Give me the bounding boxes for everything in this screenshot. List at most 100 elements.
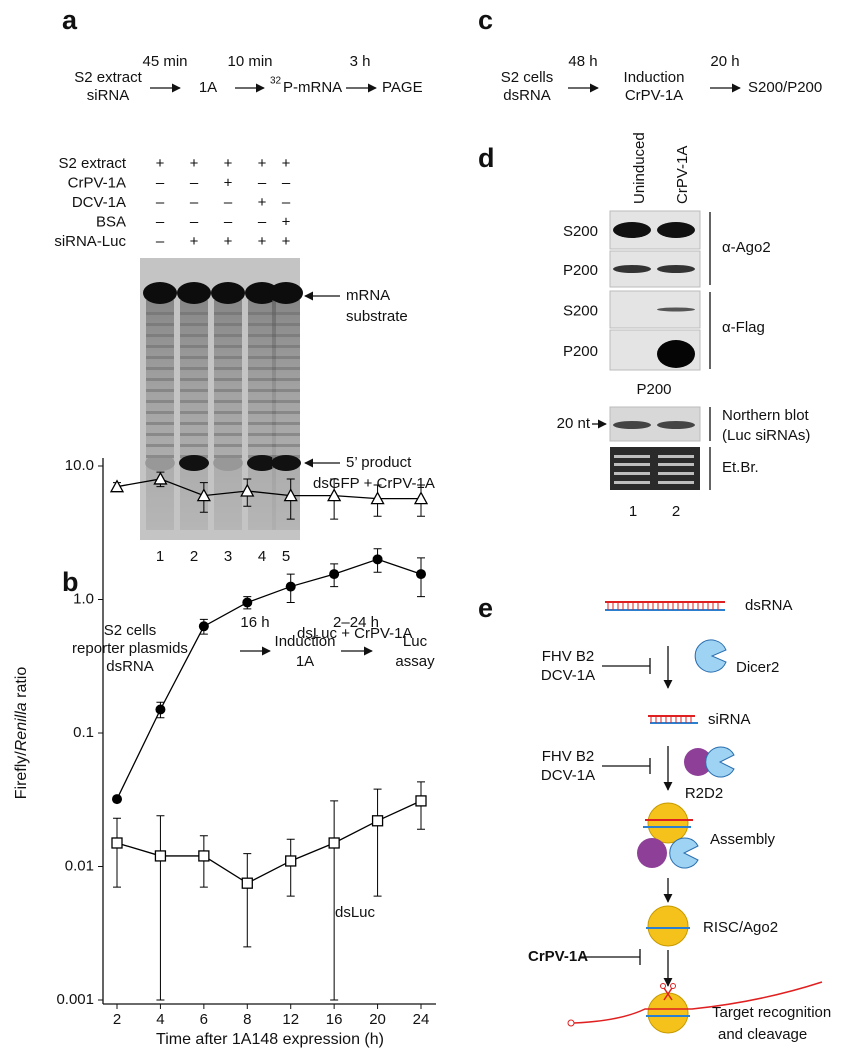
series-line (116, 558, 422, 800)
y-tick-label: 10.0 (65, 457, 94, 474)
lane-band (180, 411, 208, 414)
workflow-time: 2–24 h (333, 614, 379, 631)
lane-band (272, 433, 300, 436)
sign: – (156, 174, 165, 191)
sign: + (258, 155, 267, 172)
y-axis-label-part: Firefly/ (13, 751, 30, 800)
lane-band (214, 345, 242, 348)
lane-number: 3 (224, 548, 232, 565)
assembly-complex (637, 802, 699, 869)
point (241, 877, 253, 889)
point (372, 554, 383, 565)
lane-number: 1 (629, 503, 637, 520)
workflow-time: 20 h (710, 53, 739, 70)
product-band (213, 455, 243, 471)
point (370, 491, 385, 505)
inhibition (580, 949, 641, 965)
stain-band (658, 455, 694, 458)
lane-band (272, 422, 300, 425)
diagram-label: RISC/Ago2 (703, 919, 778, 936)
band-label: substrate (346, 308, 408, 325)
point (285, 855, 297, 867)
fraction-label: S200 (563, 302, 598, 319)
x-tick-label: 4 (156, 1011, 164, 1028)
lane-band (180, 400, 208, 403)
fraction-label: P200 (563, 343, 598, 360)
lane-band (272, 444, 300, 447)
column-label: CrPV-1A (674, 146, 691, 204)
x-tick-label: 20 (369, 1011, 386, 1028)
product-band (145, 455, 175, 471)
sign: – (156, 213, 165, 230)
product-band (271, 455, 301, 471)
row-label: siRNA-Luc (54, 233, 126, 250)
point (154, 850, 167, 862)
lane-band (248, 444, 276, 447)
lane-number: 5 (282, 548, 290, 565)
lane-band (180, 345, 208, 348)
column-label: Uninduced (631, 132, 648, 204)
x-tick-label: 24 (413, 1011, 430, 1028)
lane-band (248, 411, 276, 414)
sign: – (190, 174, 199, 191)
error-bar (156, 815, 165, 1001)
sign: – (224, 194, 233, 211)
point (415, 795, 427, 807)
diagram-label: siRNA (708, 711, 751, 728)
y-axis-label-part: Renilla (13, 702, 30, 751)
lane-band (272, 411, 300, 414)
lane-band (146, 411, 174, 414)
sign: + (156, 155, 165, 172)
workflow-text: assay (395, 653, 435, 670)
lane-band (248, 378, 276, 381)
blot-band (657, 265, 695, 273)
sign: + (282, 155, 291, 172)
blot-band (657, 307, 695, 312)
inhibitor-label: FHV B2 (542, 648, 595, 665)
lane-band (214, 400, 242, 403)
risc (646, 905, 690, 947)
diagram-label: dsRNA (745, 597, 793, 614)
error-bar (243, 853, 252, 948)
lane-band (214, 312, 242, 315)
row-label: DCV-1A (72, 194, 126, 211)
row-label: BSA (96, 213, 126, 230)
inhibitor-label: FHV B2 (542, 748, 595, 765)
lane-smear (272, 300, 300, 530)
blot-band (613, 265, 651, 273)
lane-band (214, 422, 242, 425)
conditions-table: S2 extract + + + + +CrPV-1A – – + – –DCV-1A – – – + –BS… (54, 155, 291, 250)
superscript: 32 (270, 76, 282, 87)
series-line (116, 478, 421, 500)
inhibitor-label: DCV-1A (541, 767, 595, 784)
lane-band (272, 312, 300, 315)
y-tick-label: 0.1 (73, 724, 94, 741)
northern-header: P200 (636, 381, 671, 398)
lane-band (248, 400, 276, 403)
workflow-text: S200/P200 (748, 79, 822, 96)
lane-band (146, 323, 174, 326)
antibody-label: α-Ago2 (722, 239, 771, 256)
substrate-band (211, 282, 245, 304)
point (329, 569, 340, 580)
stain-band (658, 472, 694, 475)
inhibition (602, 758, 651, 774)
lane-band (146, 312, 174, 315)
point (153, 471, 168, 485)
inhibitor-label: DCV-1A (541, 667, 595, 684)
stain-band (614, 463, 650, 466)
lane-band (248, 334, 276, 337)
target-cleavage (567, 981, 823, 1034)
point (328, 837, 340, 849)
lane-band (272, 334, 300, 337)
lane-band (248, 345, 276, 348)
sign: + (224, 174, 233, 191)
y-tick-label: 0.001 (56, 991, 94, 1008)
sign: + (282, 213, 291, 230)
lane-band (214, 389, 242, 392)
lane-band (214, 433, 242, 436)
x-axis-label: Time after 1A148 expression (h) (156, 1031, 384, 1048)
lane-band (146, 378, 174, 381)
